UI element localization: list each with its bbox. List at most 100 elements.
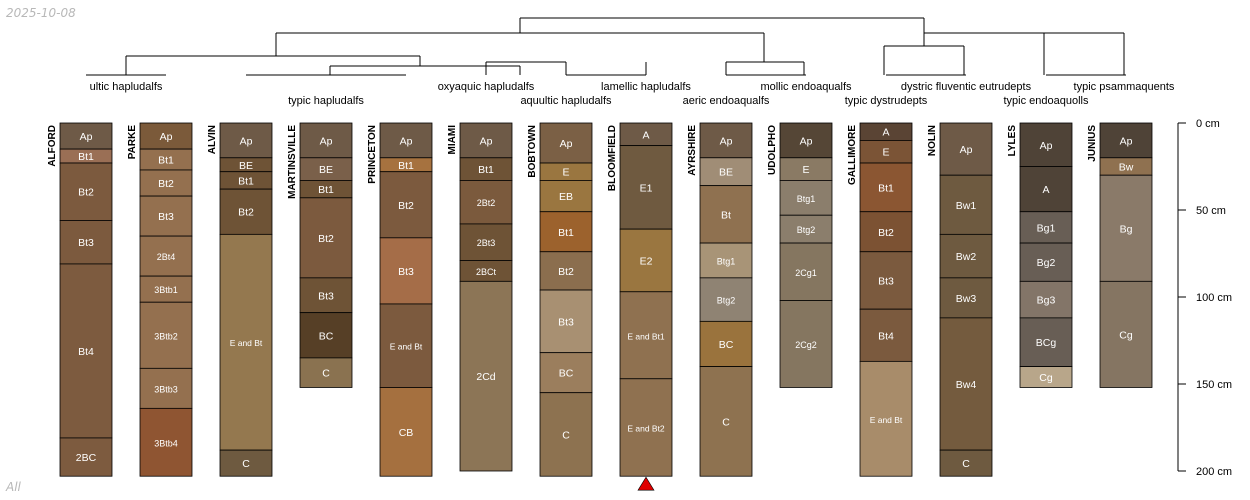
horizon-label: Ap [80,131,93,143]
horizon-label: 3Btb2 [154,331,178,341]
date-stamp: 2025-10-08 [6,6,76,20]
profile-name: JUNIUS [1087,125,1098,162]
taxa-label: lamellic hapludalfs [601,81,691,93]
horizon-label: Btg2 [717,296,736,306]
horizon-block [1099,174,1153,282]
horizon-label: E [882,147,889,159]
profile-name: PRINCETON [367,125,378,184]
horizon-label: BC [559,368,574,380]
horizon-block [139,367,193,409]
horizon-label: E [562,167,569,179]
horizon-label: 3Btb1 [154,285,178,295]
taxa-label: typic psammaquents [1074,81,1175,93]
horizon-label: Bg3 [1037,295,1056,307]
horizon-block [139,235,193,277]
horizon-block [459,122,513,159]
profile-name: ALVIN [207,125,218,154]
horizon-label: E and Bt [870,415,903,425]
horizon-label: Bt3 [318,290,334,302]
horizon-block [59,220,113,265]
horizon-label: Bt1 [558,227,574,239]
horizon-label: Bg1 [1037,222,1056,234]
horizon-label: E and Bt1 [627,331,665,341]
horizon-label: Ap [240,135,253,147]
taxa-label: aeric endoaqualfs [683,95,770,107]
horizon-block [539,392,593,477]
horizon-block [1019,280,1073,319]
horizon-label: Btg1 [717,256,736,266]
horizon-label: Bt2 [398,200,414,212]
horizon-label: Ap [480,135,493,147]
horizon-label: Bt3 [158,211,174,223]
horizon-label: Bt [721,209,731,221]
horizon-block [699,366,753,477]
profile-name: UDOLPHO [767,125,778,175]
horizon-block [1019,242,1073,282]
horizon-label: C [962,458,970,470]
profile-name: MIAMI [447,125,458,155]
horizon-block [539,180,593,213]
profile-princeton: Ap Bt1 Bt2 Bt3 E and Bt CB PRINCETON [367,122,433,477]
horizon-label: Bt2 [318,233,334,245]
horizon-block [939,449,993,477]
taxa-label: typic endoaquolls [1003,95,1089,107]
horizon-block [299,122,353,159]
dendrogram [86,17,1126,76]
horizon-block [779,180,833,216]
horizon-label: Bt4 [78,346,94,358]
horizon-block [699,320,753,367]
horizon-label: Bt3 [78,237,94,249]
horizon-block [1019,211,1073,244]
axis-label: 0 cm [1196,118,1220,130]
horizon-label: Ap [1040,140,1053,152]
profile-nolin: Ap Bw1 Bw2 Bw3 Bw4 C NOLIN [927,122,993,477]
horizon-label: Bt1 [478,164,494,176]
horizon-block [379,122,433,159]
footer-label: All [6,480,21,494]
horizon-label: Bw3 [956,293,977,305]
horizon-block [59,162,113,221]
horizon-label: Cg [1119,329,1133,341]
horizon-block [539,122,593,164]
horizon-label: 2Bt4 [157,252,176,262]
horizon-block [59,122,113,150]
horizon-block [539,251,593,291]
profile-name: PARKE [127,125,138,160]
profile-name: ALFORD [47,125,58,167]
horizon-label: E2 [640,255,653,267]
horizon-label: BC [719,339,734,351]
horizon-block [779,300,833,388]
horizon-label: Ap [400,135,413,147]
profile-miami: Ap Bt1 2Bt2 2Bt3 2BCt 2Cd MIAMI [447,122,513,472]
horizon-block [939,174,993,235]
profile-lyles: Ap A Bg1 Bg2 Bg3 BCg Cg LYLES [1007,122,1073,388]
profile-name: BLOOMFIELD [607,125,618,191]
taxa-label: typic dystrudepts [845,95,928,107]
horizon-block [539,211,593,253]
axis-label: 150 cm [1196,379,1232,391]
horizon-label: Bw2 [956,251,977,263]
profile-bobtown: Ap E EB Bt1 Bt2 Bt3 BC C BOBTOWN [527,122,593,477]
taxa-label: aquultic hapludalfs [520,95,612,107]
horizon-label: BE [719,167,733,179]
horizon-block [299,197,353,279]
profile-name: LYLES [1007,125,1018,157]
profile-alvin: Ap BE Bt1 Bt2 E and Bt C ALVIN [207,122,273,477]
profile-martinsville: Ap BE Bt1 Bt2 Bt3 BC C MARTINSVILLE [287,122,353,388]
horizon-block [379,387,433,477]
horizon-label: Ap [560,138,573,150]
horizon-label: 2Cg2 [795,340,817,350]
horizon-label: Bt2 [158,178,174,190]
horizon-label: Bt4 [878,330,894,342]
taxa-label: typic hapludalfs [288,95,364,107]
taxa-label: mollic endoaqualfs [760,81,852,93]
horizon-label: Bt1 [78,151,94,163]
horizon-label: Ap [320,135,333,147]
horizon-label: Ap [800,135,813,147]
profile-gallimore: AE Bt1 Bt2 Bt3 Bt4 E and Bt GALLIMORE [847,122,913,477]
taxa-label: dystric fluventic eutrudepts [901,81,1032,93]
horizon-block [379,303,433,388]
horizon-block [539,352,593,394]
horizon-label: Bt1 [318,184,334,196]
taxa-labels: ultic hapludalfs typic hapludalfs oxyaqu… [90,81,1175,107]
